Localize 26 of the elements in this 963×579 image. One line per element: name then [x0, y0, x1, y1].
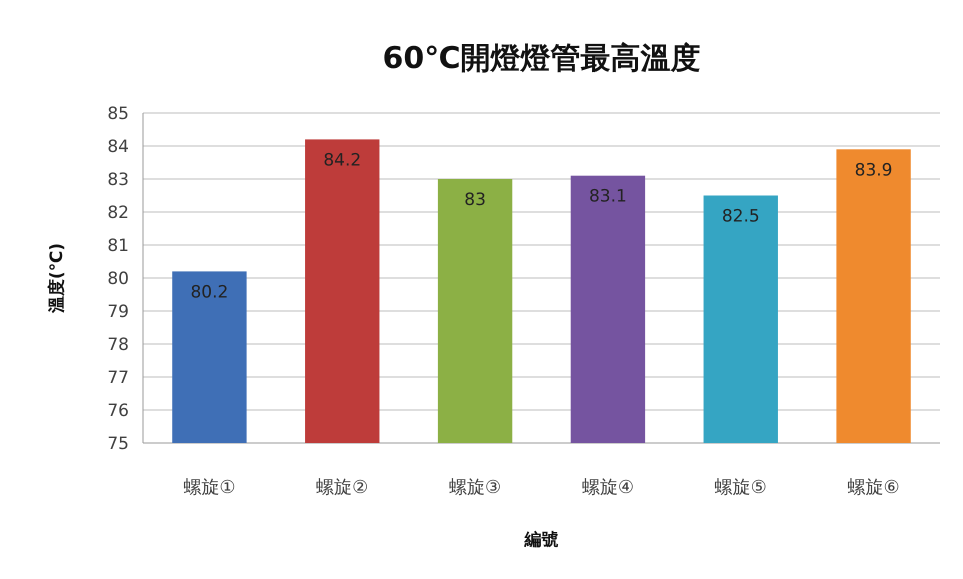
x-tick-label: 螺旋⑤ [714, 477, 767, 498]
data-label: 82.5 [722, 206, 760, 226]
data-label: 83 [464, 190, 486, 210]
y-tick-label: 78 [107, 335, 129, 355]
y-tick-label: 84 [107, 137, 129, 157]
data-label: 83.9 [854, 160, 893, 180]
x-tick-label: 螺旋⑥ [848, 477, 900, 498]
data-label: 83.1 [588, 186, 627, 207]
data-label: 80.2 [190, 282, 228, 302]
x-tick-label: 螺旋② [316, 477, 368, 498]
x-axis-title: 編號 [524, 530, 558, 550]
x-tick-label: 螺旋③ [449, 477, 502, 498]
y-tick-label: 76 [107, 401, 129, 421]
x-tick-label: 螺旋① [183, 477, 236, 498]
x-tick-label: 螺旋④ [582, 477, 634, 498]
y-tick-label: 81 [107, 236, 129, 256]
y-tick-label: 79 [107, 302, 129, 322]
chart-title: 60℃開燈燈管最高溫度 [382, 41, 701, 76]
y-tick-label: 80 [107, 269, 129, 289]
y-tick-label: 85 [107, 104, 129, 124]
y-tick-label: 82 [107, 203, 129, 223]
y-tick-label: 75 [107, 434, 129, 454]
y-tick-label: 77 [107, 368, 129, 388]
y-axis-title: 溫度(℃) [47, 242, 67, 314]
y-tick-label: 83 [107, 170, 129, 190]
data-label: 84.2 [323, 150, 362, 170]
